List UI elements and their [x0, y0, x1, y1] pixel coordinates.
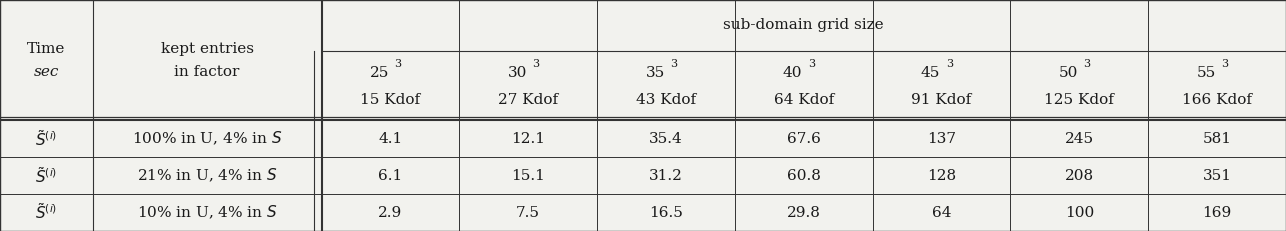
Text: 100: 100 [1065, 206, 1094, 219]
Text: 169: 169 [1202, 206, 1232, 219]
Text: 3: 3 [1084, 59, 1091, 70]
Text: 21% in U, 4% in $S$: 21% in U, 4% in $S$ [136, 167, 278, 184]
Text: 45: 45 [921, 66, 940, 80]
Text: 55: 55 [1196, 66, 1215, 80]
Text: sub-domain grid size: sub-domain grid size [724, 18, 883, 32]
Text: $\tilde{S}^{(i)}$: $\tilde{S}^{(i)}$ [35, 166, 58, 185]
Text: 3: 3 [945, 59, 953, 70]
Text: 35.4: 35.4 [649, 132, 683, 146]
Text: 60.8: 60.8 [787, 169, 820, 182]
Text: 208: 208 [1065, 169, 1094, 182]
Text: 40: 40 [783, 66, 802, 80]
Text: 4.1: 4.1 [378, 132, 403, 146]
Text: 6.1: 6.1 [378, 169, 403, 182]
Text: 30: 30 [508, 66, 527, 80]
Text: 50: 50 [1058, 66, 1078, 80]
Text: 245: 245 [1065, 132, 1094, 146]
Text: 100% in U, 4% in $S$: 100% in U, 4% in $S$ [132, 130, 282, 147]
Text: 31.2: 31.2 [649, 169, 683, 182]
Text: 43 Kdof: 43 Kdof [635, 94, 696, 107]
Text: 3: 3 [532, 59, 539, 70]
Text: 10% in U, 4% in $S$: 10% in U, 4% in $S$ [136, 204, 278, 221]
Text: 91 Kdof: 91 Kdof [912, 94, 972, 107]
Text: 3: 3 [395, 59, 401, 70]
Text: $\tilde{S}^{(i)}$: $\tilde{S}^{(i)}$ [35, 203, 58, 222]
Text: 25: 25 [370, 66, 390, 80]
Text: $\tilde{S}^{(i)}$: $\tilde{S}^{(i)}$ [35, 129, 58, 149]
Text: 29.8: 29.8 [787, 206, 820, 219]
Text: in factor: in factor [175, 65, 239, 79]
Text: 27 Kdof: 27 Kdof [498, 94, 558, 107]
Text: 137: 137 [927, 132, 955, 146]
Text: 125 Kdof: 125 Kdof [1044, 94, 1114, 107]
Text: 351: 351 [1202, 169, 1232, 182]
Text: 581: 581 [1202, 132, 1232, 146]
Text: 2.9: 2.9 [378, 206, 403, 219]
Text: 3: 3 [670, 59, 678, 70]
Text: Time: Time [27, 42, 66, 55]
Text: 64 Kdof: 64 Kdof [774, 94, 833, 107]
Text: 16.5: 16.5 [649, 206, 683, 219]
Text: 3: 3 [808, 59, 815, 70]
Text: 35: 35 [646, 66, 665, 80]
Text: 15 Kdof: 15 Kdof [360, 94, 421, 107]
Text: 3: 3 [1222, 59, 1228, 70]
Text: 128: 128 [927, 169, 955, 182]
Text: 15.1: 15.1 [512, 169, 545, 182]
Text: sec: sec [33, 65, 59, 79]
Text: 67.6: 67.6 [787, 132, 820, 146]
Text: 7.5: 7.5 [516, 206, 540, 219]
Text: 64: 64 [932, 206, 952, 219]
Text: 12.1: 12.1 [511, 132, 545, 146]
Text: 166 Kdof: 166 Kdof [1182, 94, 1253, 107]
Text: kept entries: kept entries [161, 42, 253, 55]
